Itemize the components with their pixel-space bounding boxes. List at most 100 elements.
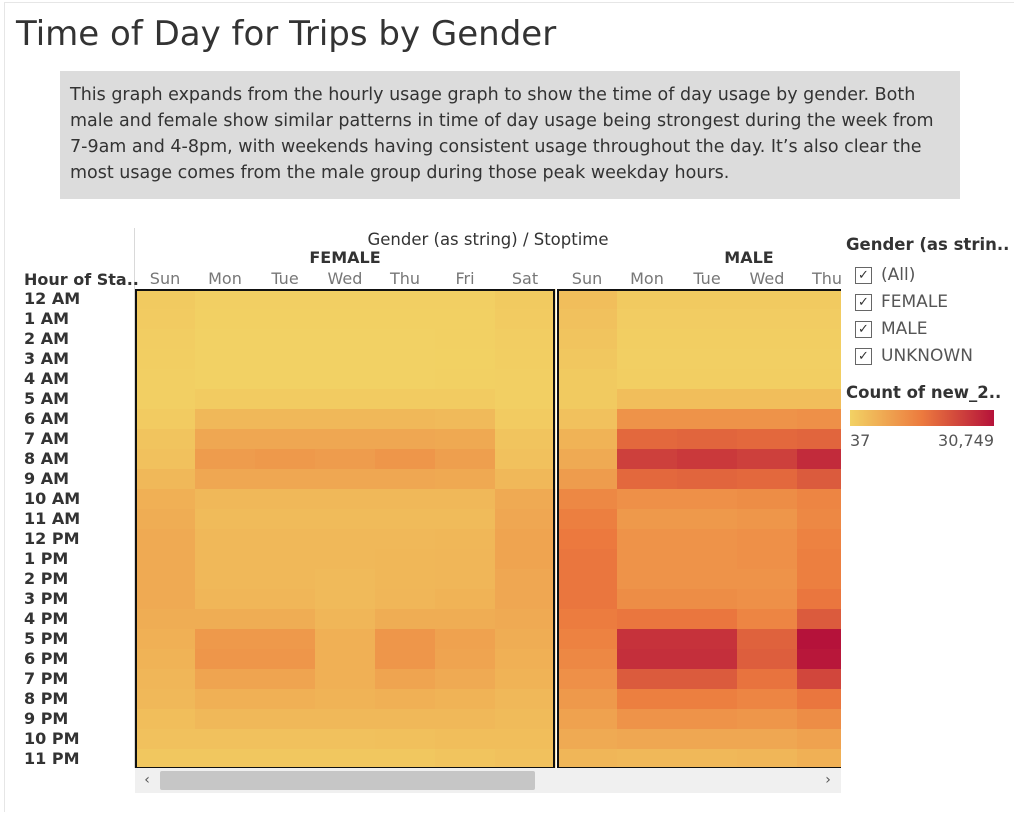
heatmap-cell[interactable] [195, 609, 256, 630]
heatmap-cell[interactable] [255, 349, 316, 370]
heatmap-cell[interactable] [557, 509, 618, 530]
heatmap-cell[interactable] [495, 649, 556, 670]
heatmap-cell[interactable] [135, 729, 196, 750]
heatmap-cell[interactable] [135, 429, 196, 450]
heatmap-cell[interactable] [435, 649, 496, 670]
heatmap-cell[interactable] [617, 549, 678, 570]
heatmap-cell[interactable] [255, 489, 316, 510]
heatmap-cell[interactable] [135, 569, 196, 590]
heatmap-cell[interactable] [797, 669, 845, 690]
heatmap-cell[interactable] [135, 609, 196, 630]
heatmap-cell[interactable] [495, 469, 556, 490]
checkbox-checked-icon[interactable]: ✓ [855, 293, 872, 311]
heatmap-cell[interactable] [195, 589, 256, 610]
filter-item-all[interactable]: ✓ (All) [855, 264, 915, 286]
heatmap-cell[interactable] [797, 389, 845, 410]
heatmap-cell[interactable] [255, 729, 316, 750]
heatmap-cell[interactable] [557, 669, 618, 690]
heatmap-cell[interactable] [495, 329, 556, 350]
checkbox-checked-icon[interactable]: ✓ [855, 266, 872, 284]
filter-item-female[interactable]: ✓ FEMALE [855, 291, 948, 313]
heatmap-cell[interactable] [135, 489, 196, 510]
heatmap-cell[interactable] [495, 389, 556, 410]
heatmap-cell[interactable] [737, 669, 798, 690]
heatmap-cell[interactable] [797, 429, 845, 450]
heatmap-cell[interactable] [557, 589, 618, 610]
heatmap-cell[interactable] [375, 509, 436, 530]
heatmap-cell[interactable] [195, 509, 256, 530]
heatmap-cell[interactable] [315, 549, 376, 570]
heatmap-cell[interactable] [195, 529, 256, 550]
heatmap-cell[interactable] [135, 709, 196, 730]
heatmap-cell[interactable] [797, 329, 845, 350]
heatmap-cell[interactable] [737, 749, 798, 770]
heatmap-cell[interactable] [315, 349, 376, 370]
heatmap-cell[interactable] [315, 429, 376, 450]
heatmap-cell[interactable] [435, 549, 496, 570]
heatmap-cell[interactable] [195, 409, 256, 430]
heatmap-cell[interactable] [375, 609, 436, 630]
heatmap-cell[interactable] [315, 729, 376, 750]
filter-item-unknown[interactable]: ✓ UNKNOWN [855, 345, 973, 367]
heatmap-cell[interactable] [435, 429, 496, 450]
heatmap-cell[interactable] [557, 709, 618, 730]
heatmap-cell[interactable] [255, 329, 316, 350]
heatmap-cell[interactable] [617, 509, 678, 530]
heatmap-cell[interactable] [797, 729, 845, 750]
heatmap-cell[interactable] [617, 349, 678, 370]
heatmap-cell[interactable] [797, 289, 845, 310]
heatmap-cell[interactable] [195, 389, 256, 410]
heatmap-cell[interactable] [617, 529, 678, 550]
heatmap-cell[interactable] [557, 289, 618, 310]
heatmap-cell[interactable] [375, 529, 436, 550]
heatmap-cell[interactable] [495, 709, 556, 730]
heatmap-cell[interactable] [375, 349, 436, 370]
heatmap-cell[interactable] [315, 409, 376, 430]
heatmap-cell[interactable] [557, 349, 618, 370]
heatmap-cell[interactable] [677, 609, 738, 630]
heatmap-cell[interactable] [315, 589, 376, 610]
heatmap-cell[interactable] [617, 409, 678, 430]
heatmap-cell[interactable] [737, 329, 798, 350]
heatmap-cell[interactable] [375, 489, 436, 510]
heatmap-cell[interactable] [255, 509, 316, 530]
heatmap-cell[interactable] [737, 649, 798, 670]
heatmap-cell[interactable] [495, 369, 556, 390]
heatmap-cell[interactable] [737, 549, 798, 570]
heatmap-cell[interactable] [737, 429, 798, 450]
heatmap-cell[interactable] [617, 569, 678, 590]
heatmap-cell[interactable] [255, 749, 316, 770]
heatmap-cell[interactable] [135, 449, 196, 470]
heatmap-cell[interactable] [315, 689, 376, 710]
heatmap-cell[interactable] [495, 729, 556, 750]
heatmap-cell[interactable] [797, 529, 845, 550]
heatmap-cell[interactable] [135, 629, 196, 650]
heatmap-cell[interactable] [195, 629, 256, 650]
heatmap-cell[interactable] [677, 589, 738, 610]
heatmap-cell[interactable] [195, 729, 256, 750]
heatmap-cell[interactable] [495, 609, 556, 630]
heatmap-cell[interactable] [315, 629, 376, 650]
heatmap-cell[interactable] [737, 529, 798, 550]
heatmap-cell[interactable] [495, 749, 556, 770]
heatmap-cell[interactable] [677, 369, 738, 390]
heatmap-cell[interactable] [797, 589, 845, 610]
heatmap-cell[interactable] [375, 309, 436, 330]
heatmap-cell[interactable] [435, 289, 496, 310]
heatmap-cell[interactable] [737, 469, 798, 490]
heatmap-cell[interactable] [557, 489, 618, 510]
heatmap-cell[interactable] [255, 369, 316, 390]
heatmap-cell[interactable] [677, 309, 738, 330]
heatmap-cell[interactable] [677, 329, 738, 350]
filter-item-male[interactable]: ✓ MALE [855, 318, 928, 340]
heatmap-cell[interactable] [135, 689, 196, 710]
heatmap-cell[interactable] [737, 349, 798, 370]
heatmap-cell[interactable] [195, 549, 256, 570]
heatmap-cell[interactable] [737, 709, 798, 730]
heatmap-cell[interactable] [495, 349, 556, 370]
heatmap-cell[interactable] [737, 369, 798, 390]
heatmap-cell[interactable] [797, 749, 845, 770]
heatmap-cell[interactable] [435, 509, 496, 530]
heatmap-cell[interactable] [797, 449, 845, 470]
heatmap-cell[interactable] [737, 729, 798, 750]
